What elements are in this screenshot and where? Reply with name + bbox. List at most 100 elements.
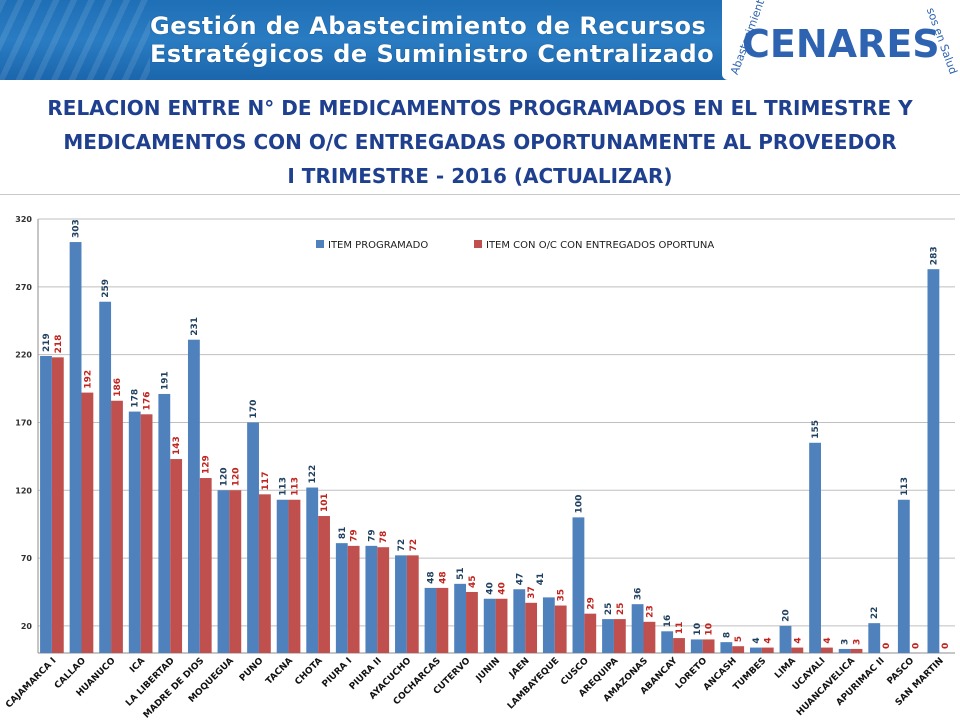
data-label-entregados-1: 192 (83, 370, 93, 389)
data-label-entregados-11: 78 (379, 531, 389, 544)
bar-entregados-23 (732, 646, 745, 653)
bar-entregados-25 (791, 647, 804, 653)
bar-programado-26 (809, 442, 821, 653)
data-label-programado-20: 36 (634, 588, 644, 601)
data-label-entregados-28: 0 (882, 643, 892, 649)
data-label-entregados-26: 4 (823, 637, 833, 643)
legend-swatch-1 (474, 240, 482, 248)
data-label-programado-15: 40 (486, 582, 496, 595)
header-banner: Gestión de Abastecimiento de Recursos Es… (0, 0, 960, 80)
bar-programado-4 (158, 393, 171, 653)
bar-entregados-12 (406, 555, 419, 653)
data-label-entregados-30: 0 (941, 643, 951, 649)
data-label-programado-26: 155 (811, 420, 821, 439)
bar-entregados-2 (111, 400, 123, 653)
data-label-programado-1: 303 (72, 219, 82, 238)
y-tick-label-170: 170 (15, 418, 32, 427)
bar-entregados-7 (258, 494, 271, 653)
bar-entregados-22 (702, 639, 715, 653)
data-label-entregados-9: 101 (320, 493, 330, 512)
bar-entregados-21 (673, 638, 685, 653)
bar-programado-3 (128, 411, 141, 653)
data-label-programado-27: 3 (841, 639, 851, 645)
bar-entregados-1 (81, 392, 94, 653)
data-label-entregados-16: 37 (527, 586, 537, 599)
data-label-programado-18: 100 (574, 495, 584, 514)
data-label-programado-22: 10 (693, 623, 703, 636)
bar-programado-23 (720, 642, 733, 653)
bar-entregados-6 (229, 490, 242, 653)
data-label-entregados-6: 120 (231, 467, 241, 486)
bar-entregados-10 (347, 545, 360, 653)
data-label-entregados-25: 4 (793, 637, 803, 643)
bar-entregados-4 (170, 459, 183, 653)
bar-programado-2 (99, 301, 112, 653)
data-label-entregados-10: 79 (350, 529, 360, 542)
bar-entregados-11 (377, 547, 390, 653)
data-label-programado-2: 259 (101, 279, 111, 298)
bar-programado-19 (602, 619, 614, 653)
category-label-17: LAMBAYEQUE (506, 656, 561, 711)
data-label-programado-5: 231 (190, 317, 200, 336)
category-label-25: LIMA (773, 656, 798, 681)
bar-programado-20 (631, 604, 644, 653)
y-tick-label-120: 120 (15, 486, 32, 495)
bar-entregados-8 (288, 499, 301, 653)
data-label-programado-3: 178 (131, 389, 141, 408)
y-tick-label-70: 70 (21, 554, 33, 563)
data-label-entregados-17: 35 (557, 589, 567, 602)
banner-decoration (0, 0, 150, 80)
data-label-entregados-20: 23 (645, 605, 655, 618)
bar-programado-25 (779, 625, 792, 653)
data-label-entregados-29: 0 (912, 643, 922, 649)
bar-programado-0 (40, 355, 52, 653)
chart-frame: 20 70 120 170 220 270 320 219 218 CAJAMARCA I 303 1… (0, 194, 960, 721)
bar-programado-17 (542, 597, 555, 653)
bar-programado-18 (572, 517, 585, 653)
bar-entregados-26 (820, 647, 833, 653)
bar-entregados-16 (525, 602, 538, 653)
bar-programado-8 (276, 499, 289, 653)
data-label-programado-10: 81 (338, 527, 348, 540)
data-label-entregados-23: 5 (734, 636, 744, 642)
category-label-15: JUNIN (474, 656, 502, 684)
bar-entregados-18 (584, 613, 597, 653)
data-label-entregados-18: 29 (586, 597, 596, 610)
slide-title-line-2: MEDICAMENTOS CON O/C ENTREGADAS OPORTUNA… (63, 130, 897, 154)
data-label-entregados-14: 45 (468, 575, 478, 588)
category-label-8: TACNA (264, 656, 295, 687)
data-label-programado-25: 20 (782, 609, 792, 622)
bar-entregados-3 (140, 414, 153, 653)
bar-programado-6 (217, 490, 230, 653)
bar-programado-22 (690, 639, 703, 653)
y-tick-label-270: 270 (15, 283, 32, 292)
data-label-entregados-19: 25 (616, 603, 626, 616)
data-label-programado-11: 79 (367, 529, 377, 542)
data-label-programado-23: 8 (722, 632, 732, 638)
data-label-programado-16: 47 (515, 573, 525, 586)
data-label-entregados-13: 48 (438, 571, 448, 584)
y-tick-label-220: 220 (15, 351, 32, 360)
category-label-0: CAJAMARCA I (4, 656, 58, 710)
bar-entregados-15 (495, 598, 508, 653)
y-tick-label-20: 20 (21, 622, 33, 631)
legend-label-1: ITEM CON O/C CON ENTREGADOS OPORTUNA (486, 240, 714, 251)
data-label-entregados-0: 218 (54, 335, 64, 354)
data-label-programado-14: 51 (456, 567, 466, 580)
data-label-entregados-21: 11 (675, 622, 685, 635)
data-label-programado-4: 191 (160, 371, 170, 390)
bar-programado-24 (750, 647, 762, 653)
data-label-entregados-15: 40 (498, 582, 508, 595)
bar-programado-30 (927, 269, 940, 653)
data-label-programado-0: 219 (42, 333, 52, 352)
bar-programado-16 (513, 589, 526, 653)
data-label-entregados-4: 143 (172, 436, 182, 455)
data-label-programado-21: 16 (663, 615, 673, 628)
bar-programado-5 (187, 339, 200, 653)
bar-programado-28 (868, 623, 881, 653)
bar-entregados-24 (761, 647, 774, 653)
bar-programado-27 (838, 648, 851, 653)
bar-entregados-20 (643, 621, 656, 653)
data-label-programado-8: 113 (279, 477, 289, 496)
